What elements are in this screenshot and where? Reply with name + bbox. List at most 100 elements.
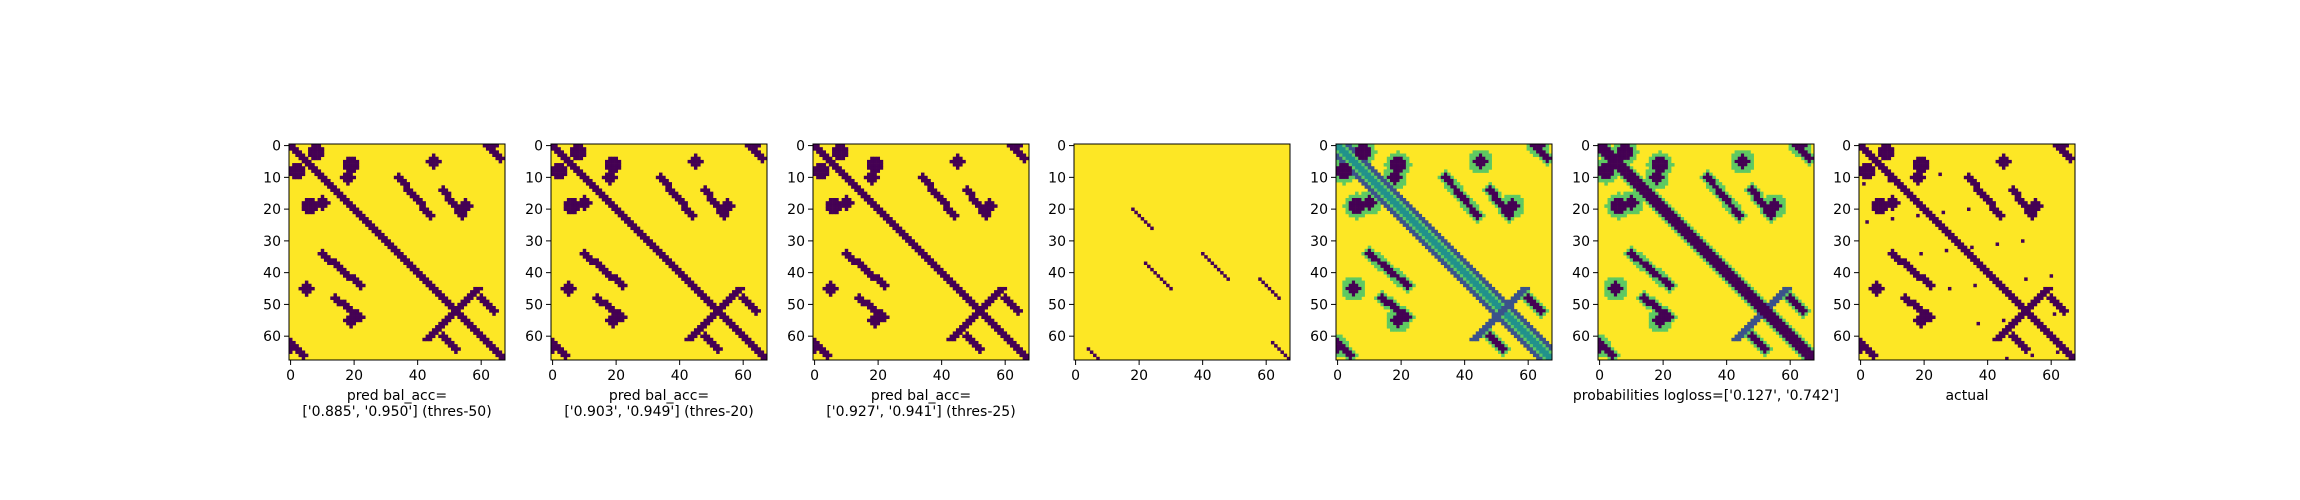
heatmap-cell	[605, 318, 609, 323]
heatmap-cell	[1712, 255, 1716, 259]
heatmap-cell	[1456, 185, 1461, 189]
heatmap-cell	[1501, 302, 1505, 307]
heatmap-cell	[425, 159, 430, 164]
heatmap-cell	[614, 156, 619, 161]
heatmap-cell	[1542, 337, 1546, 342]
heatmap-cell	[560, 153, 565, 158]
heatmap-cell	[838, 150, 842, 154]
heatmap-cell	[1339, 159, 1343, 164]
heatmap-cell	[709, 312, 714, 316]
heatmap-cell	[320, 178, 325, 183]
heatmap-cell	[1504, 344, 1508, 348]
heatmap-cell	[1402, 223, 1407, 227]
heatmap-cell	[1772, 217, 1777, 221]
heatmap-cell	[1507, 299, 1512, 304]
heatmap-cell	[819, 347, 823, 351]
heatmap-cell	[419, 271, 423, 275]
axes-frame	[288, 143, 506, 361]
heatmap-cell	[1693, 232, 1697, 237]
heatmap-cell	[1498, 191, 1502, 196]
heatmap-cell	[1517, 198, 1521, 202]
heatmap-cell	[492, 144, 496, 148]
heatmap-cell	[1501, 198, 1505, 202]
heatmap-cell	[1753, 309, 1758, 313]
heatmap-cell	[566, 204, 571, 208]
heatmap-cell	[847, 252, 852, 256]
heatmap-cell	[566, 156, 571, 161]
heatmap-cell	[722, 299, 727, 304]
heatmap-cell	[1520, 315, 1524, 320]
heatmap-cell	[349, 325, 353, 329]
heatmap-cell	[320, 198, 325, 202]
heatmap-cell	[1607, 286, 1612, 291]
y-tick-label: 60	[1048, 329, 1066, 345]
heatmap-cell	[1900, 258, 1904, 262]
heatmap-cell	[1501, 312, 1505, 316]
heatmap-cell	[2008, 188, 2012, 192]
heatmap-cell	[444, 198, 449, 202]
heatmap-cell	[1604, 204, 1608, 208]
heatmap-cell	[1613, 296, 1618, 300]
heatmap-cell	[949, 280, 954, 285]
heatmap-cell	[763, 353, 768, 358]
heatmap-cell	[1532, 150, 1537, 154]
axes-frame	[1597, 143, 1815, 361]
heatmap-cell	[1526, 302, 1531, 307]
heatmap-cell	[1794, 147, 1799, 151]
heatmap-cell	[1775, 299, 1780, 304]
heatmap-cell	[1667, 220, 1672, 224]
heatmap-cell	[1740, 213, 1745, 218]
heatmap-cell	[1645, 163, 1650, 167]
heatmap-cell	[1620, 166, 1624, 170]
heatmap-cell	[1367, 198, 1372, 202]
heatmap-cell	[560, 286, 565, 291]
heatmap-cell	[1620, 293, 1624, 297]
heatmap-cell	[428, 331, 433, 335]
heatmap-cell	[298, 166, 303, 170]
heatmap-cell	[744, 296, 749, 300]
heatmap-cell	[1671, 207, 1675, 212]
heatmap-cell	[709, 299, 714, 304]
heatmap-cell	[1469, 267, 1473, 272]
heatmap-cell	[1655, 178, 1659, 183]
heatmap-cell	[431, 156, 436, 161]
heatmap-cell	[1405, 210, 1410, 215]
heatmap-cell	[1393, 159, 1397, 164]
heatmap-cell	[304, 210, 309, 215]
heatmap-cell	[605, 172, 609, 177]
heatmap-cell	[1715, 185, 1720, 189]
heatmap-cell	[428, 213, 433, 218]
heatmap-cell	[1601, 340, 1605, 345]
heatmap-cell	[314, 144, 318, 148]
heatmap-cell	[1604, 153, 1608, 158]
heatmap-cell	[485, 337, 490, 342]
heatmap-cell	[444, 299, 449, 304]
heatmap-cell	[1756, 347, 1761, 351]
heatmap-cell	[563, 350, 568, 354]
heatmap-cell	[1598, 159, 1602, 164]
heatmap-cell	[643, 239, 647, 243]
heatmap-cell	[847, 178, 852, 183]
heatmap-cell	[1725, 277, 1729, 281]
heatmap-cell	[1925, 210, 1930, 215]
heatmap-cell	[1345, 204, 1350, 208]
heatmap-cell	[1526, 347, 1531, 351]
heatmap-cell	[1336, 334, 1340, 339]
heatmap-cell	[1699, 255, 1704, 259]
heatmap-cell	[601, 198, 606, 202]
x-tick-label: 0	[1333, 368, 1342, 384]
heatmap-cell	[987, 302, 992, 307]
heatmap-cell	[1513, 328, 1518, 332]
heatmap-cell	[1498, 302, 1502, 307]
heatmap-cell	[1520, 334, 1524, 339]
heatmap-cell	[1345, 340, 1350, 345]
heatmap-cell	[1788, 337, 1793, 342]
heatmap-cell	[744, 340, 749, 345]
heatmap-cell	[1645, 258, 1650, 262]
heatmap-cell	[690, 210, 695, 215]
heatmap-cell	[1463, 271, 1467, 275]
heatmap-cell	[563, 172, 568, 177]
heatmap-cell	[1523, 296, 1527, 300]
heatmap-cell	[1881, 207, 1885, 212]
heatmap-cell	[1267, 286, 1272, 291]
